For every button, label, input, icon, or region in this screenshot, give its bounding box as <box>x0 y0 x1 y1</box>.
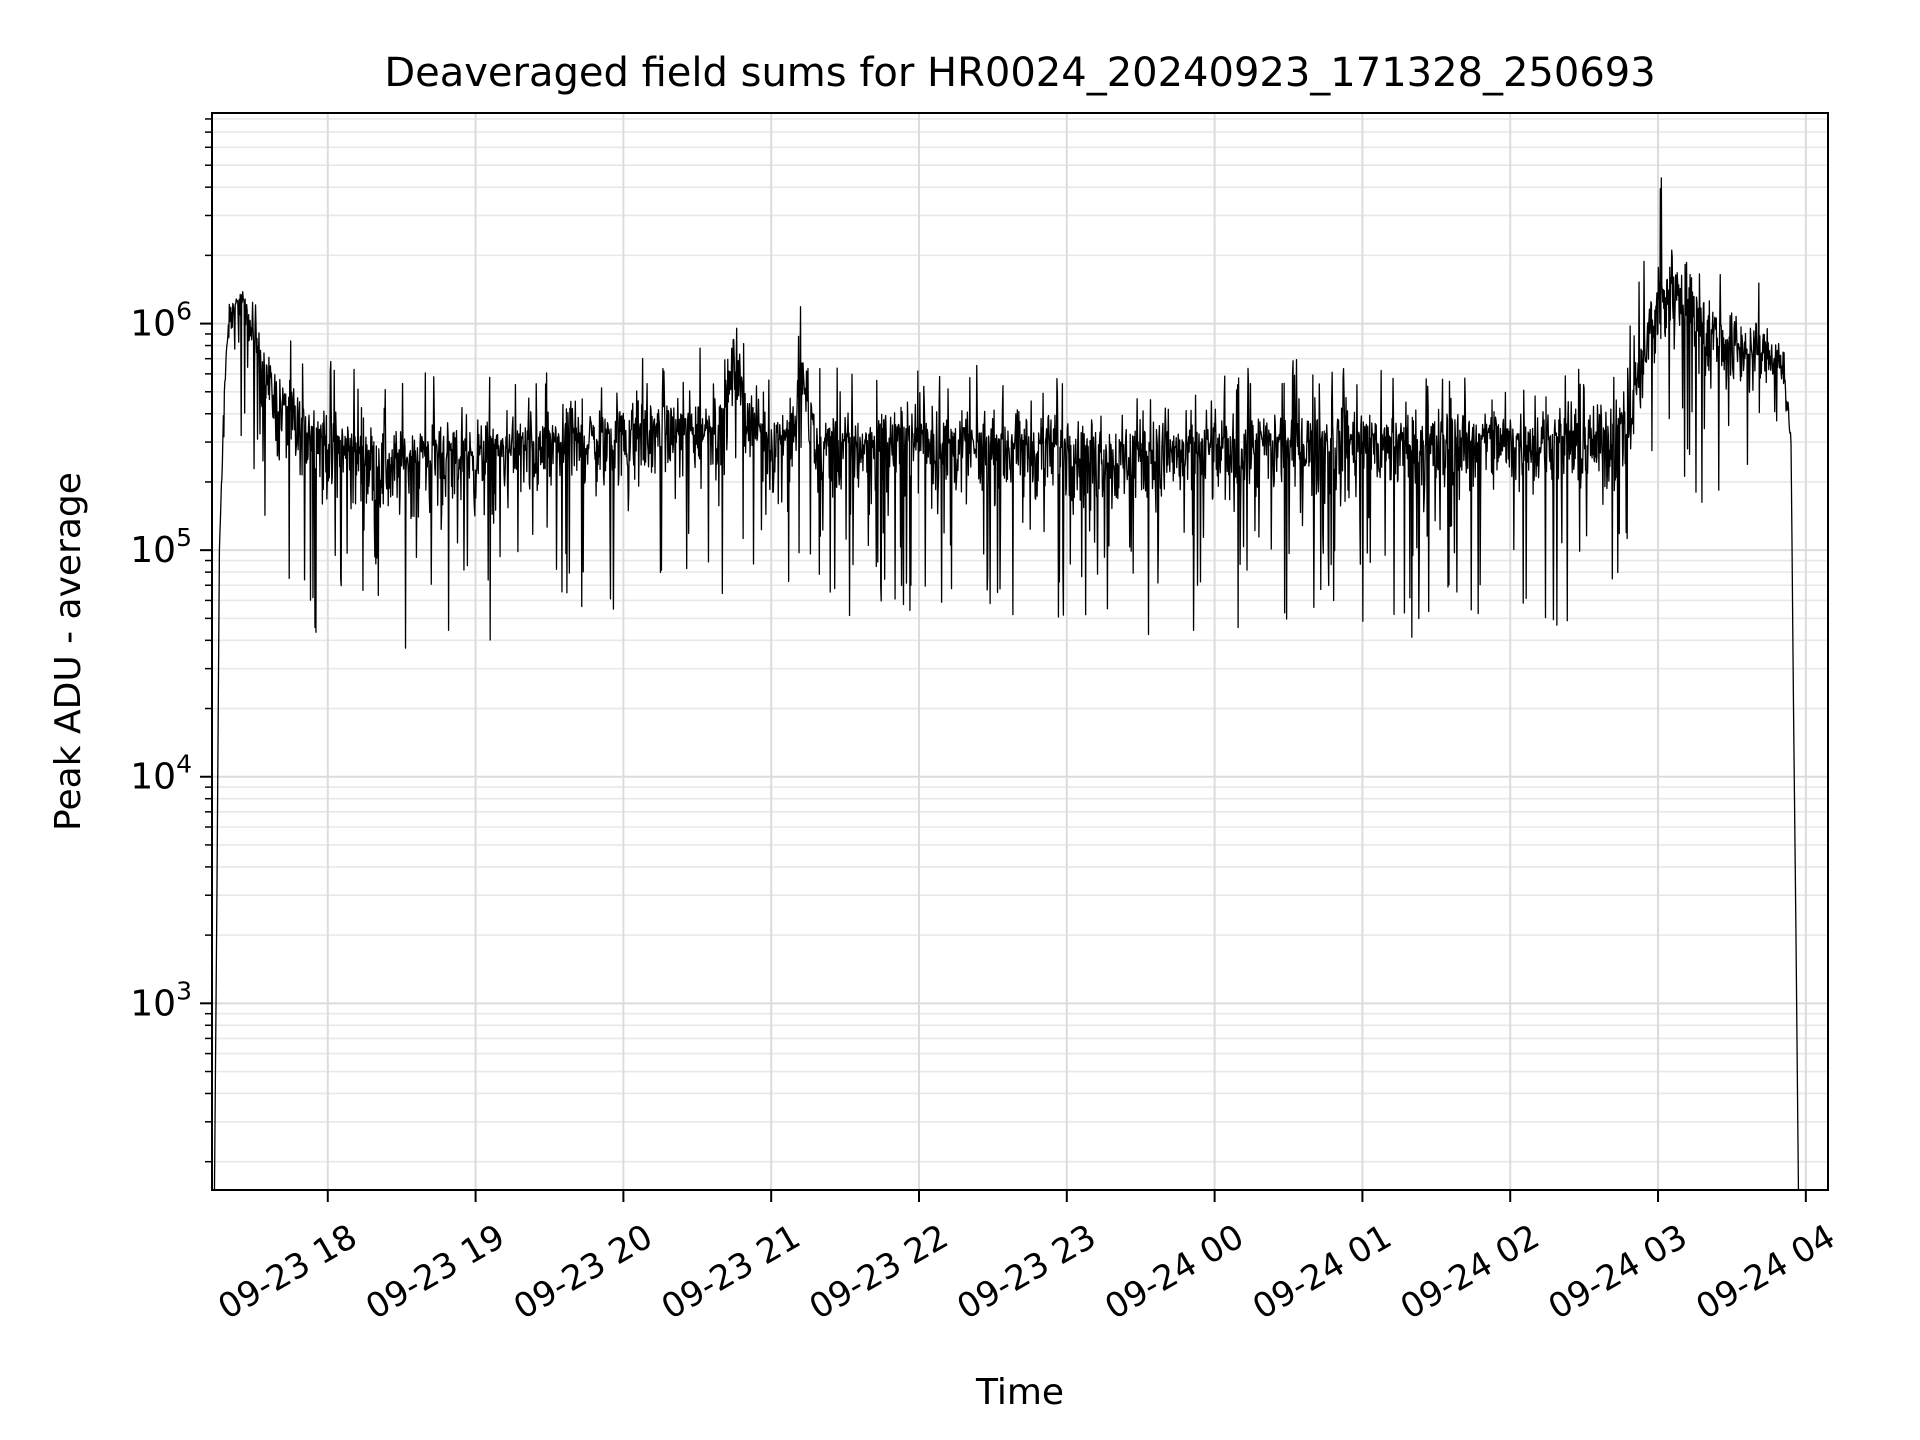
x-tick-label: 09-24 00 <box>1098 1217 1250 1328</box>
x-tick-label: 09-23 20 <box>507 1217 659 1328</box>
x-tick-label: 09-24 02 <box>1394 1217 1546 1328</box>
y-tick-label: 105 <box>130 523 192 571</box>
chart-title: Deaveraged field sums for HR0024_2024092… <box>384 50 1655 96</box>
x-tick-label: 09-24 03 <box>1542 1217 1694 1328</box>
x-tick-label: 09-23 18 <box>211 1217 363 1328</box>
grid-lines <box>212 113 1828 1190</box>
x-tick-label: 09-23 22 <box>803 1217 955 1328</box>
x-tick-label: 09-23 19 <box>359 1217 511 1328</box>
y-tick-label: 104 <box>130 750 192 798</box>
y-axis-label: Peak ADU - average <box>48 472 89 831</box>
x-tick-label: 09-24 01 <box>1246 1217 1398 1328</box>
series-line-group <box>213 177 1800 1191</box>
y-tick-label: 103 <box>130 976 192 1024</box>
series-line <box>213 177 1800 1191</box>
y-axis-ticks: 103 104 105 106 <box>130 118 212 1163</box>
x-tick-label: 09-23 21 <box>655 1217 807 1328</box>
x-tick-label: 09-23 23 <box>951 1217 1103 1328</box>
x-axis-label: Time <box>975 1372 1064 1413</box>
plot-area-frame <box>211 112 1829 1191</box>
x-tick-label: 09-24 04 <box>1690 1217 1842 1328</box>
y-tick-label: 106 <box>130 297 192 345</box>
